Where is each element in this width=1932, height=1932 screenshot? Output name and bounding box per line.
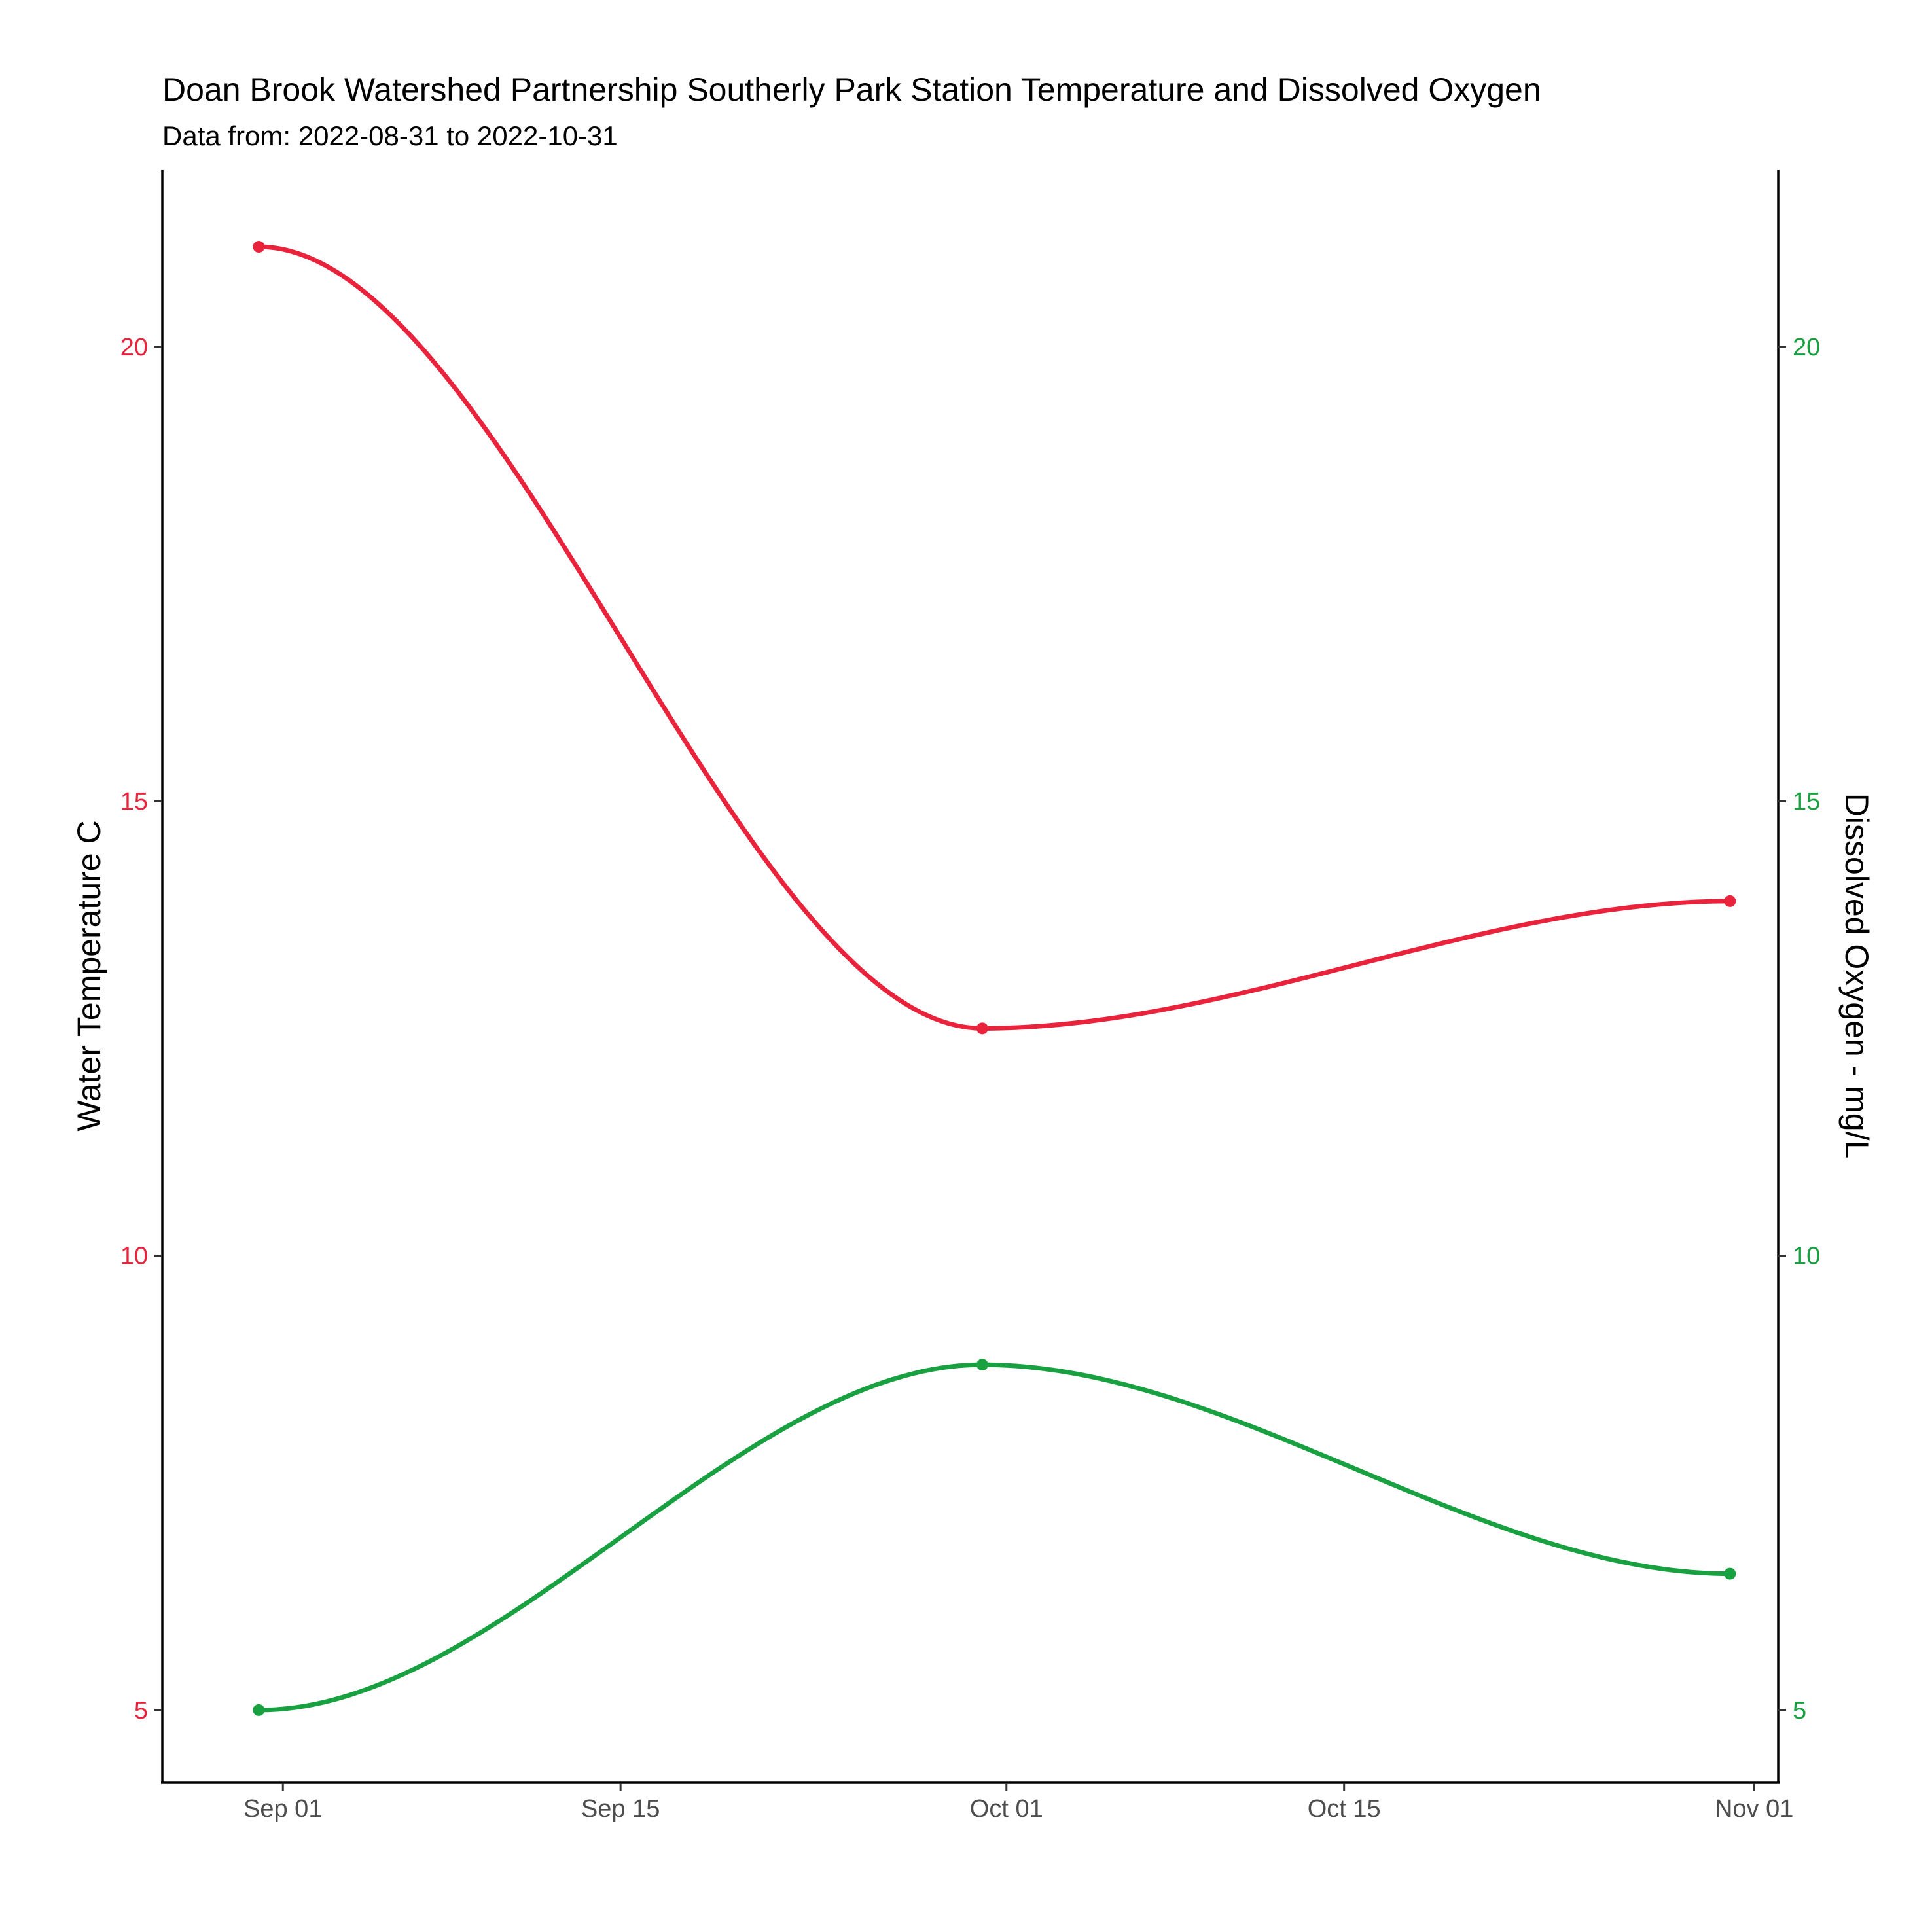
left-y-tick-label: 10	[120, 1243, 148, 1270]
x-tick-label: Oct 15	[1308, 1795, 1381, 1823]
right-y-tick-label: 10	[1793, 1243, 1820, 1270]
x-tick-label: Sep 01	[243, 1795, 322, 1823]
x-ticks: Sep 01 Sep 15 Oct 01 Oct 15 Nov 01	[243, 1783, 1793, 1823]
data-point-dissolved-oxygen	[976, 1359, 988, 1371]
chart-subtitle: Data from: 2022-08-31 to 2022-10-31	[162, 120, 618, 151]
right-axis-title: Dissolved Oxygen - mg/L	[1838, 793, 1875, 1159]
series-layer	[253, 241, 1736, 1716]
right-y-tick-label: 15	[1793, 788, 1820, 815]
left-y-tick-label: 5	[134, 1697, 148, 1725]
left-y-ticks: 5 10 15 20	[120, 334, 162, 1725]
left-axis-title: Water Temperature C	[71, 820, 107, 1131]
x-tick-label: Sep 15	[581, 1795, 660, 1823]
chart-title: Doan Brook Watershed Partnership Souther…	[162, 71, 1541, 108]
series-line-dissolved-oxygen	[256, 1362, 1732, 1713]
x-tick-label: Nov 01	[1715, 1795, 1793, 1823]
left-y-tick-label: 20	[120, 334, 148, 361]
x-tick-label: Oct 01	[970, 1795, 1043, 1823]
right-y-tick-label: 20	[1793, 334, 1820, 361]
data-point-dissolved-oxygen	[253, 1704, 265, 1716]
data-point-water-temperature	[253, 241, 265, 253]
data-point-dissolved-oxygen	[1724, 1567, 1736, 1580]
series-line-water-temperature	[256, 244, 1732, 1031]
right-y-tick-label: 5	[1793, 1697, 1806, 1725]
left-y-tick-label: 15	[120, 788, 148, 815]
data-point-water-temperature	[976, 1022, 988, 1035]
data-point-water-temperature	[1724, 895, 1736, 907]
right-y-ticks: 5 10 15 20	[1778, 334, 1820, 1725]
